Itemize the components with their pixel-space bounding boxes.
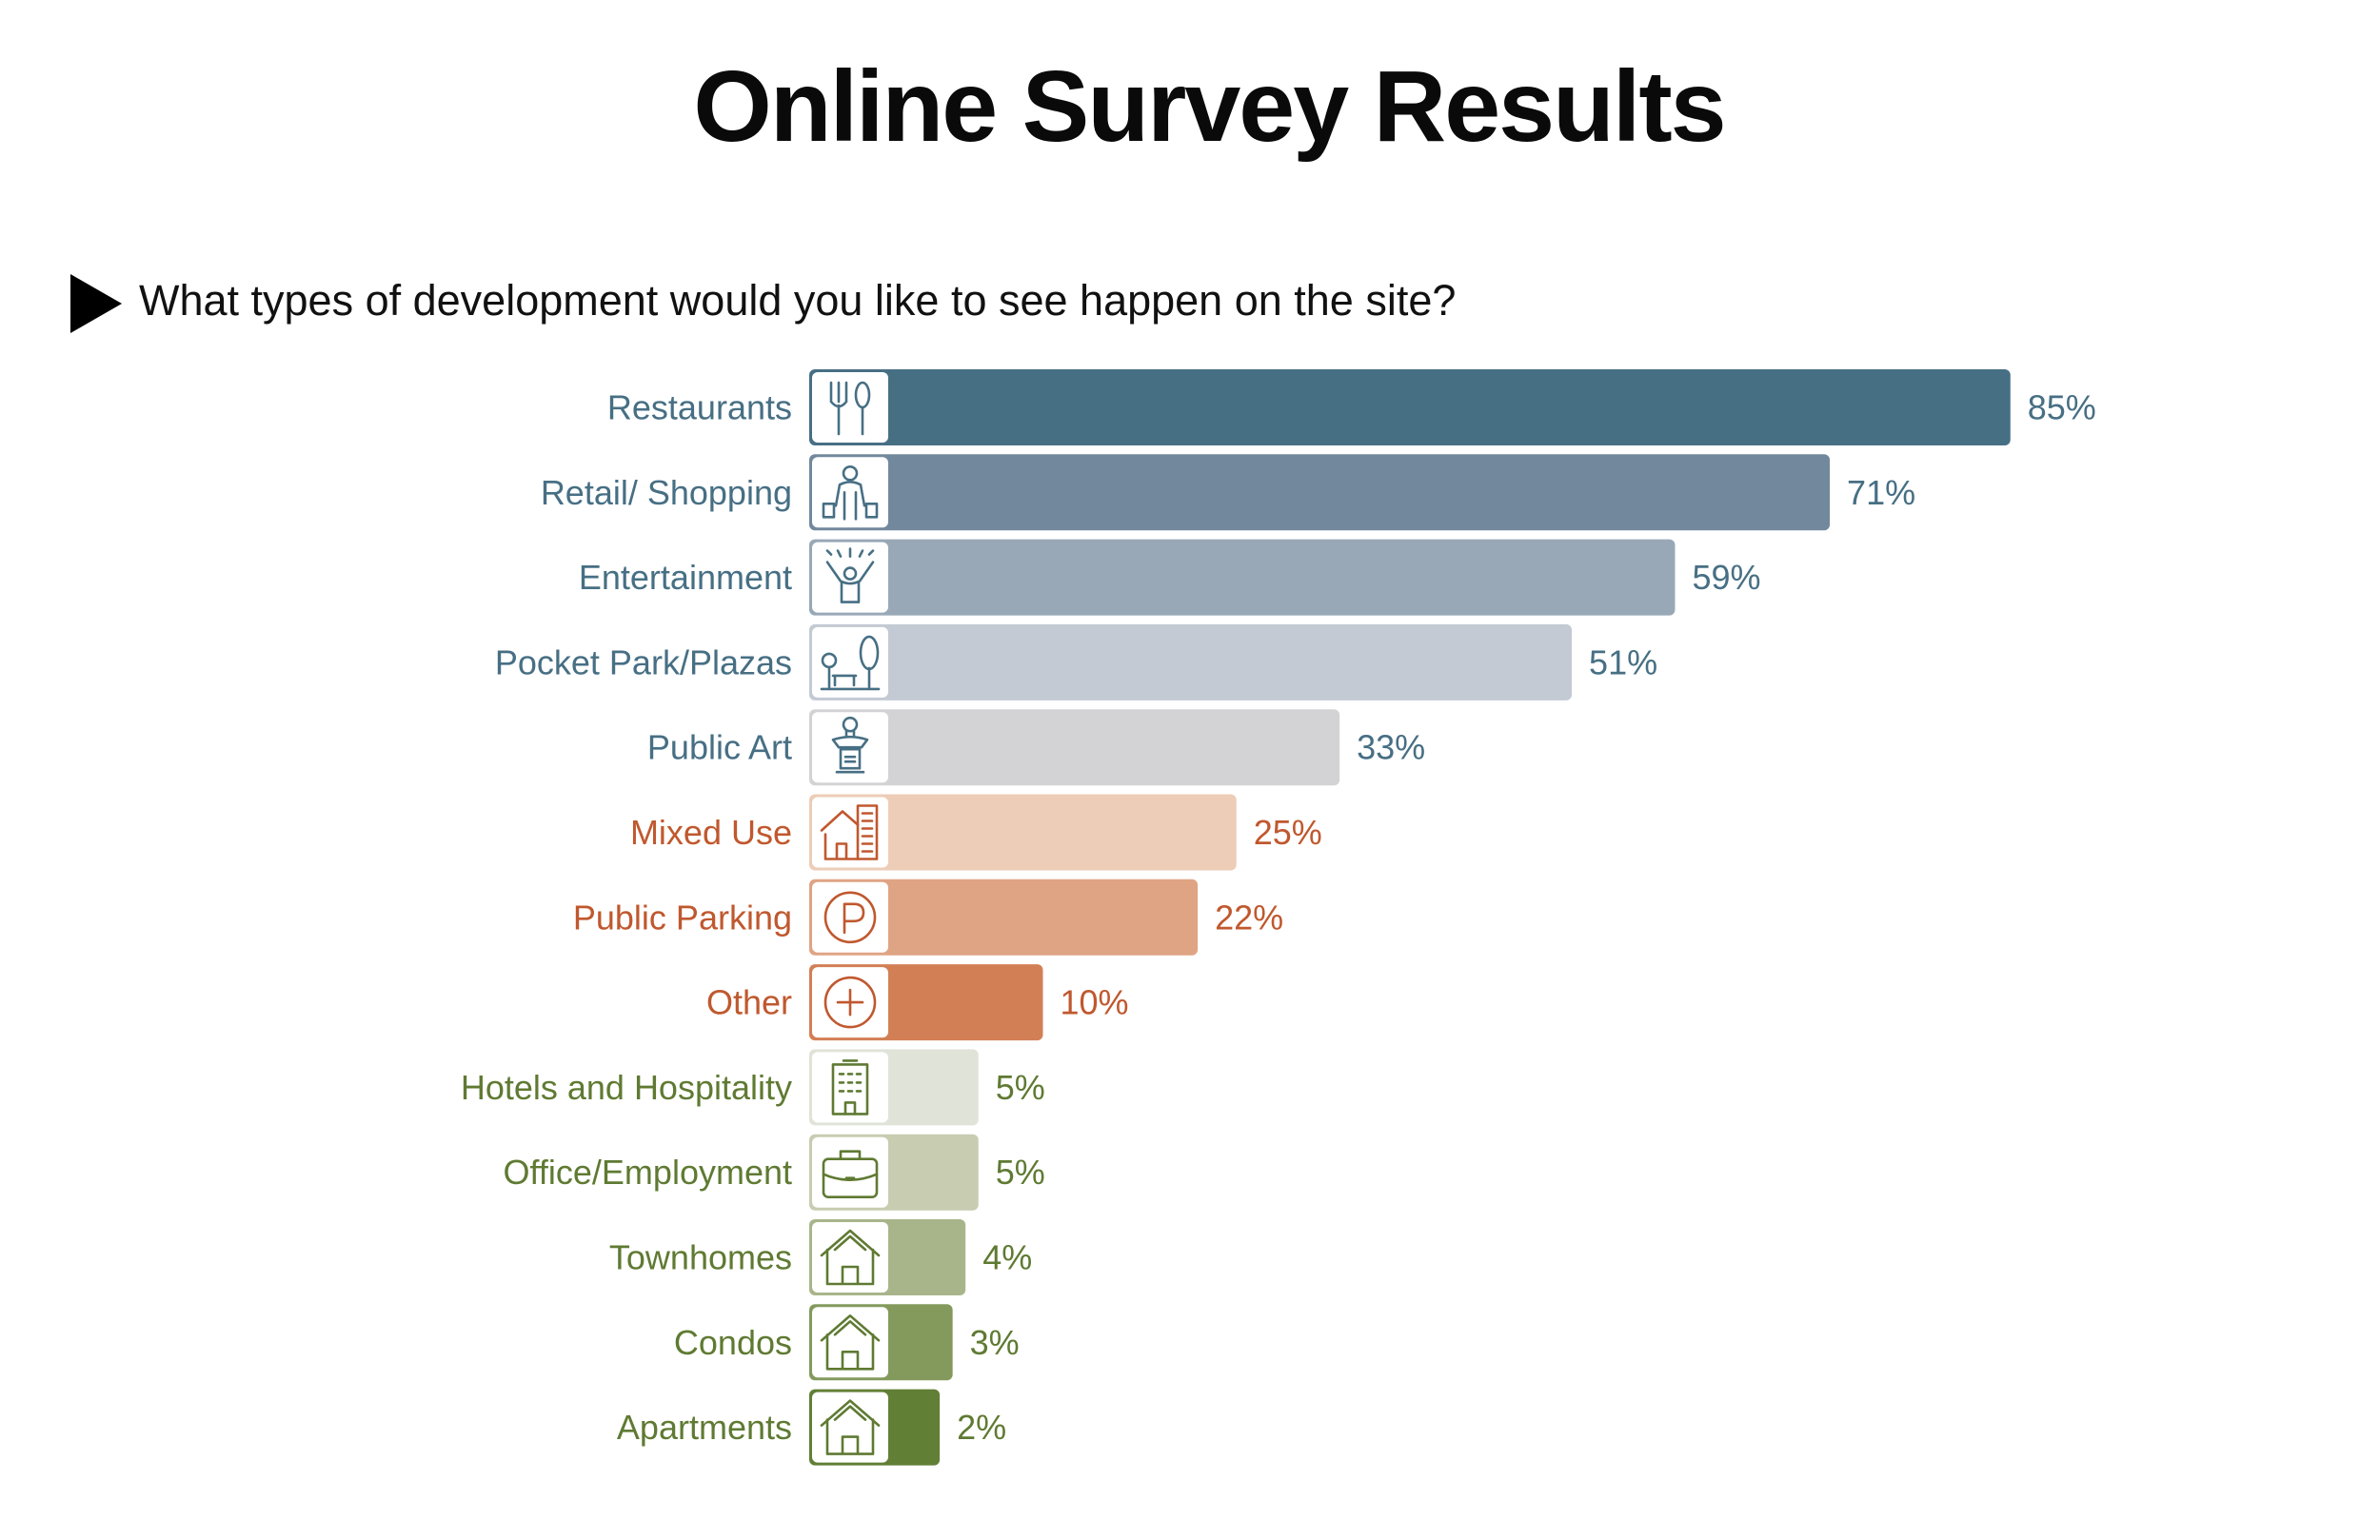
bar [809,369,2011,445]
bar-row: Condos 3% [674,1304,1020,1381]
chart-title: Online Survey Results [693,50,1726,163]
icon-tile [812,797,888,868]
bar-row: Pocket Park/Plazas 51% [495,623,1657,701]
bar-row: Other 10% [706,964,1129,1041]
category-label: Mixed Use [630,813,792,852]
icon-tile [812,372,888,443]
category-label: Entertainment [579,558,792,597]
category-label: Public Parking [573,898,792,937]
triangle-bullet-icon [70,274,122,333]
category-label: Restaurants [607,388,792,427]
bar-row: Apartments 2% [617,1389,1006,1466]
value-label: 2% [957,1408,1006,1447]
bar-row: Retail/ Shopping 71% [541,454,1915,531]
category-label: Condos [674,1323,792,1362]
value-label: 51% [1589,642,1657,681]
bar [809,879,1199,956]
bar-row: Entertainment 59% [579,539,1761,616]
category-label: Retail/ Shopping [541,473,792,512]
icon-tile [812,457,888,528]
statue-icon [831,716,869,774]
value-label: 59% [1692,558,1760,597]
bar-row: Hotels and Hospitality 5% [461,1049,1045,1126]
bar [809,709,1340,786]
bar-row: Office/Employment 5% [504,1134,1045,1211]
briefcase-icon [822,1150,879,1198]
house-icon [820,1229,881,1286]
value-label: 22% [1215,898,1283,937]
value-label: 71% [1847,473,1915,512]
bar-row: Public Parking 22% [573,879,1283,956]
value-label: 5% [996,1153,1045,1192]
park-bench-icon [820,635,881,691]
house-icon [820,1399,881,1455]
icon-tile [812,1222,888,1293]
value-label: 85% [2028,388,2096,427]
icon-tile [812,542,888,613]
bar [809,794,1237,871]
plus-icon [823,976,877,1029]
bar [809,539,1676,616]
category-label: Apartments [617,1408,792,1447]
value-label: 3% [970,1323,1020,1362]
bar [809,623,1573,701]
mixed-use-icon [820,804,879,860]
icon-tile [812,1052,888,1123]
house-icon [820,1314,881,1371]
question-text: What types of development would you like… [139,276,1457,325]
icon-tile [812,1392,888,1463]
category-label: Hotels and Hospitality [461,1068,792,1107]
parking-icon [823,891,877,944]
value-label: 33% [1357,728,1425,767]
value-label: 25% [1254,813,1322,852]
category-label: Pocket Park/Plazas [495,642,792,681]
bar-row: Townhomes 4% [609,1219,1032,1295]
value-label: 10% [1061,983,1129,1022]
hotel-icon [831,1059,869,1116]
bar [809,454,1831,531]
value-label: 4% [982,1238,1032,1277]
value-label: 5% [996,1068,1045,1107]
icon-tile [812,1307,888,1378]
bar-row: Public Art 33% [647,709,1425,786]
fork-spoon-icon [829,381,871,436]
category-label: Office/Employment [504,1153,792,1192]
celebration-icon [825,547,875,603]
bar-row: Restaurants 85% [607,369,2096,445]
bar-row: Mixed Use 25% [630,794,1322,871]
icon-tile [812,1136,888,1208]
shopper-icon [822,464,879,521]
category-label: Townhomes [609,1238,792,1277]
category-label: Public Art [647,728,792,767]
category-label: Other [706,983,792,1022]
